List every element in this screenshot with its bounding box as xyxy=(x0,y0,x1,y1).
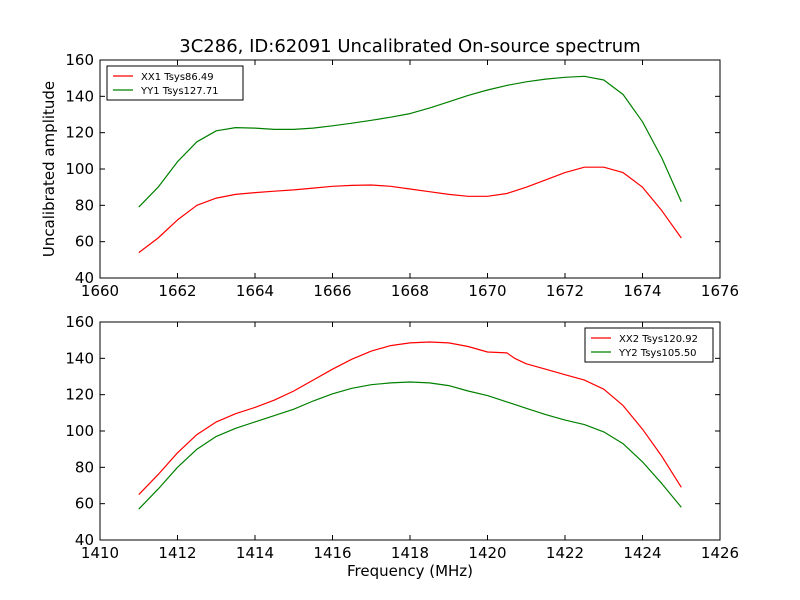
x-tick-label: 1426 xyxy=(701,544,739,562)
bottom-panel: 1410 1412 1414 1416 1418 1420 1422 1424 1426 40 60… xyxy=(65,313,739,580)
x-tick-label: 1666 xyxy=(313,282,351,300)
legend-label: XX2 Tsys120.92 xyxy=(619,334,698,345)
legend: XX2 Tsys120.92 YY2 Tsys105.50 xyxy=(584,327,714,363)
y-tick-label: 120 xyxy=(65,386,94,404)
legend: XX1 Tsys86.49 YY1 Tsys127.71 xyxy=(106,65,244,101)
x-tick-label: 1414 xyxy=(236,544,274,562)
y-tick-label: 140 xyxy=(65,349,94,367)
series-line-1 xyxy=(138,166,682,254)
y-tick-label: 40 xyxy=(75,531,94,549)
x-tick-label: 1410 xyxy=(81,544,119,562)
x-tick-label: 1676 xyxy=(701,282,739,300)
y-tick-label: 100 xyxy=(65,160,94,178)
x-tick-label: 1660 xyxy=(81,282,119,300)
y-tick-label: 60 xyxy=(75,495,94,513)
y-tick-label: 80 xyxy=(75,196,94,214)
chart-title: 3C286, ID:62091 Uncalibrated On-source s… xyxy=(179,36,640,57)
x-tick-label: 1422 xyxy=(546,544,584,562)
x-tick-label: 1420 xyxy=(468,544,506,562)
y-tick-label: 140 xyxy=(65,87,94,105)
x-tick-label: 1664 xyxy=(236,282,274,300)
legend-label: YY1 Tsys127.71 xyxy=(140,86,219,97)
legend-label: XX1 Tsys86.49 xyxy=(141,72,214,83)
y-tick-label: 80 xyxy=(75,458,94,476)
y-tick-label: 40 xyxy=(75,269,94,287)
x-tick-label: 1668 xyxy=(391,282,429,300)
x-axis-title: Frequency (MHz) xyxy=(347,562,473,580)
y-axis-title: Uncalibrated amplitude xyxy=(40,81,58,257)
legend-box xyxy=(106,65,244,101)
x-tick-label: 1662 xyxy=(158,282,196,300)
y-tick-label: 120 xyxy=(65,124,94,142)
x-tick-label: 1416 xyxy=(313,544,351,562)
series-line-2 xyxy=(138,75,682,208)
x-tick-label: 1672 xyxy=(546,282,584,300)
top-panel: 1660 1662 1664 1666 1668 1670 1672 1674 1676 40 60… xyxy=(40,36,739,300)
x-tick-label: 1674 xyxy=(623,282,661,300)
x-tick-label: 1412 xyxy=(158,544,196,562)
x-tick-label: 1670 xyxy=(468,282,506,300)
series-layer xyxy=(138,341,682,510)
series-line-1 xyxy=(138,341,682,496)
x-tick-label: 1424 xyxy=(623,544,661,562)
legend-label: YY2 Tsys105.50 xyxy=(618,348,697,359)
series-line-2 xyxy=(138,381,682,510)
legend-box xyxy=(584,327,714,363)
y-tick-label: 100 xyxy=(65,422,94,440)
y-tick-label: 160 xyxy=(65,51,94,69)
y-tick-label: 60 xyxy=(75,233,94,251)
x-tick-label: 1418 xyxy=(391,544,429,562)
y-tick-label: 160 xyxy=(65,313,94,331)
series-layer xyxy=(138,75,682,254)
